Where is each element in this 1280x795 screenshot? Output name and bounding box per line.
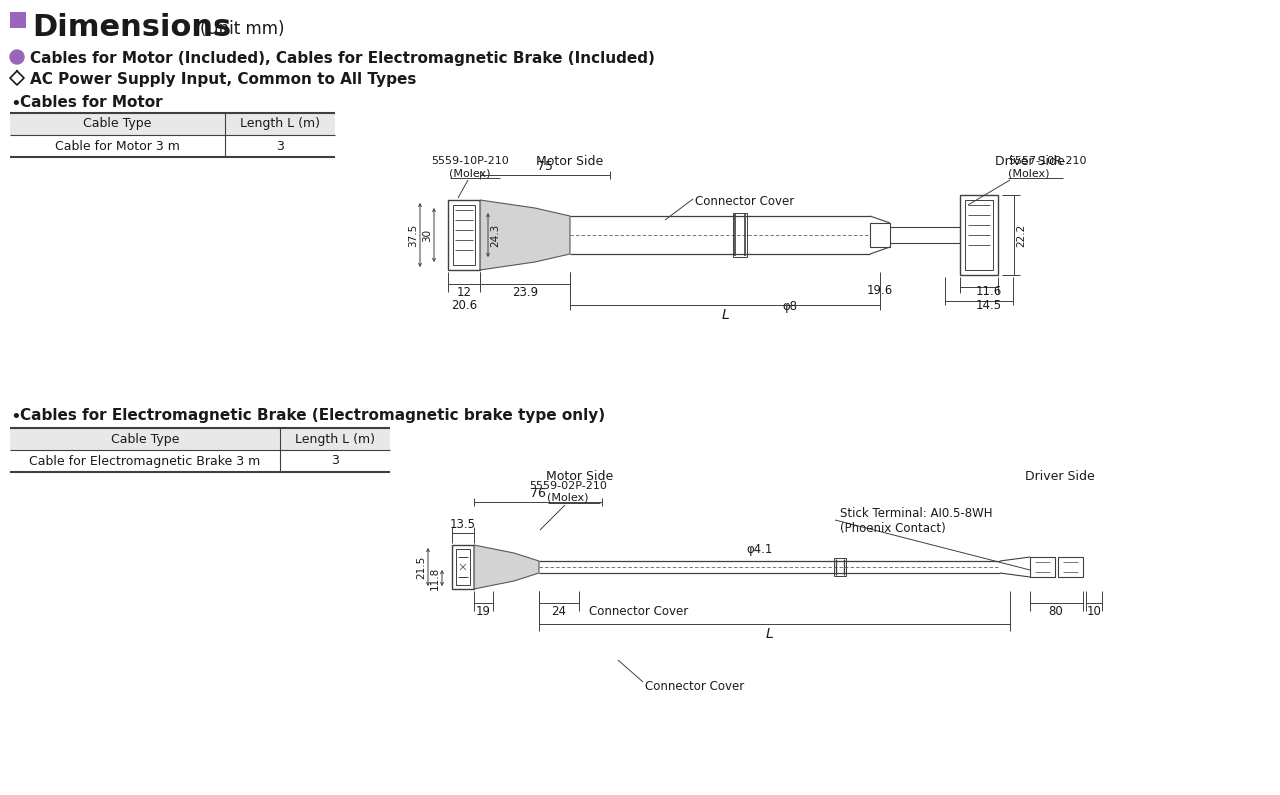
Circle shape [10,50,24,64]
Bar [10,113,335,135]
Text: φ8: φ8 [782,300,797,313]
Text: 24.3: 24.3 [490,223,500,246]
Bar [965,200,993,270]
Text: Motor Side: Motor Side [547,470,613,483]
Text: 13.5: 13.5 [451,518,476,531]
Text: Cable Type: Cable Type [111,432,179,445]
Polygon shape [480,200,570,270]
Text: 3: 3 [332,455,339,467]
Bar [835,558,846,576]
Text: L: L [765,627,773,641]
Text: Connector Cover: Connector Cover [695,195,795,208]
Text: 11.8: 11.8 [430,566,440,590]
Text: 21.5: 21.5 [416,556,426,579]
Text: 20.6: 20.6 [451,299,477,312]
Text: 5557-10R-210
(Molex): 5557-10R-210 (Molex) [1009,157,1087,178]
Bar [10,12,26,28]
Bar [960,195,998,275]
Text: 23.9: 23.9 [512,286,538,299]
Text: Connector Cover: Connector Cover [589,605,689,618]
Text: 19.6: 19.6 [867,284,893,297]
Bar [456,549,470,585]
Text: 22.2: 22.2 [1016,223,1027,246]
Text: •: • [10,95,20,113]
Text: Driver Side: Driver Side [995,155,1065,168]
Text: 5559-02P-210
(Molex): 5559-02P-210 (Molex) [529,482,607,503]
Text: Length L (m): Length L (m) [294,432,375,445]
Bar [733,213,748,257]
Text: AC Power Supply Input, Common to All Types: AC Power Supply Input, Common to All Typ… [29,72,416,87]
Text: Cables for Motor (Included), Cables for Electromagnetic Brake (Included): Cables for Motor (Included), Cables for … [29,51,655,66]
Text: Dimensions: Dimensions [32,13,232,42]
Bar [10,428,390,450]
Text: Cables for Electromagnetic Brake (Electromagnetic brake type only): Cables for Electromagnetic Brake (Electr… [20,408,605,423]
Text: Length L (m): Length L (m) [241,118,320,130]
Text: 5559-10P-210
(Molex): 5559-10P-210 (Molex) [431,157,509,178]
Text: 75: 75 [538,160,553,173]
Text: 12: 12 [457,286,471,299]
Text: Cable Type: Cable Type [83,118,152,130]
Text: φ4.1: φ4.1 [746,543,773,556]
Text: L: L [721,308,728,322]
Text: Cable for Electromagnetic Brake 3 m: Cable for Electromagnetic Brake 3 m [29,455,261,467]
Text: 11.6: 11.6 [975,285,1002,298]
Text: (Unit mm): (Unit mm) [200,20,284,38]
Text: 19: 19 [475,605,490,618]
Text: 10: 10 [1087,605,1101,618]
Text: •: • [10,408,20,426]
Text: 14.5: 14.5 [975,299,1002,312]
Text: Connector Cover: Connector Cover [645,680,744,693]
Text: 30: 30 [422,228,433,242]
Text: Driver Side: Driver Side [1025,470,1094,483]
Text: 80: 80 [1048,605,1064,618]
Bar [453,205,475,265]
Bar [1059,557,1083,577]
Text: Cable for Motor 3 m: Cable for Motor 3 m [55,139,180,153]
Text: Stick Terminal: AI0.5-8WH
(Phoenix Contact): Stick Terminal: AI0.5-8WH (Phoenix Conta… [840,507,992,535]
Text: Cables for Motor: Cables for Motor [20,95,163,110]
Polygon shape [474,545,539,589]
Bar [452,545,474,589]
Text: 76: 76 [530,487,547,500]
Text: 37.5: 37.5 [408,223,419,246]
Bar [448,200,480,270]
Bar [870,223,890,247]
Text: Motor Side: Motor Side [536,155,604,168]
Text: 3: 3 [276,139,284,153]
Text: 24: 24 [552,605,567,618]
Bar [1030,557,1055,577]
